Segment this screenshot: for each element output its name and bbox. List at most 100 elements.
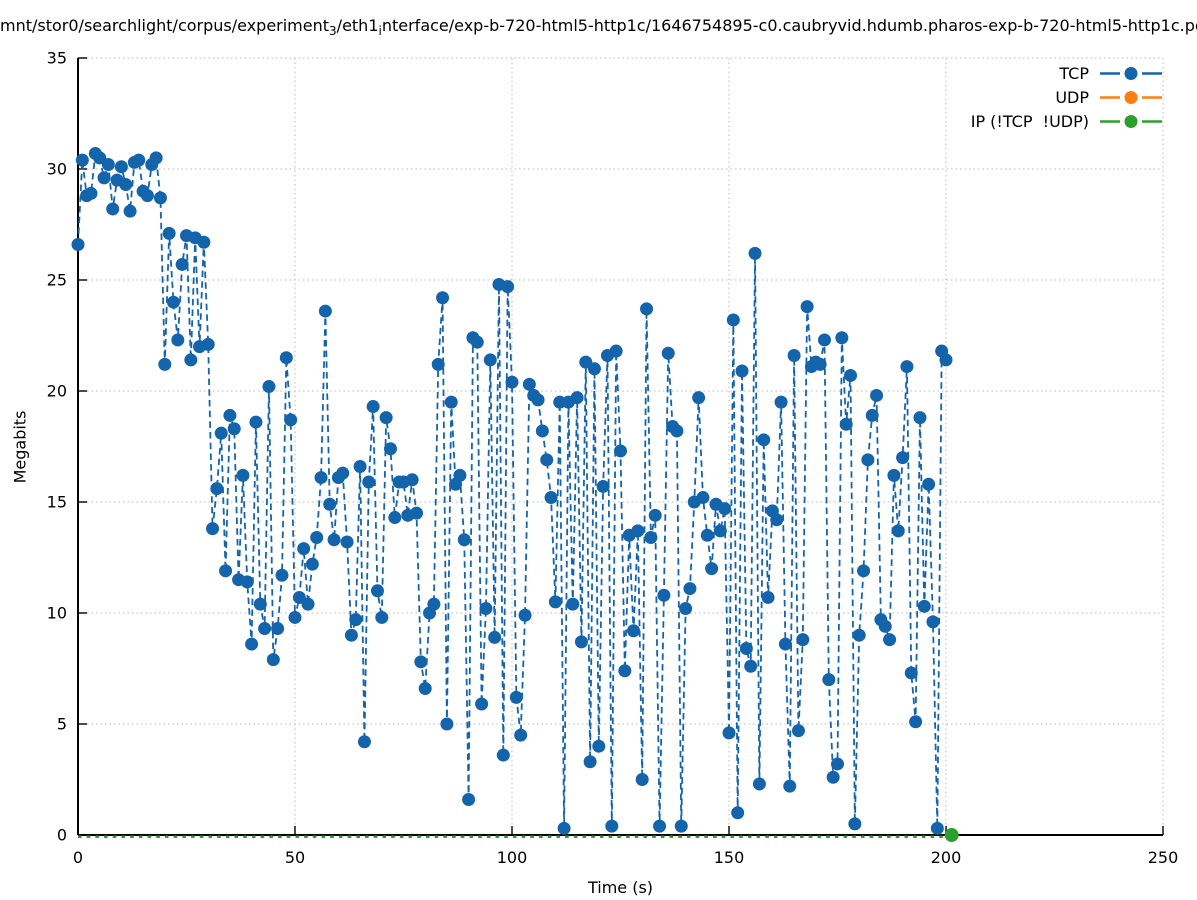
tcp-marker (522, 377, 536, 391)
tcp-marker (340, 535, 354, 549)
tcp-marker (679, 602, 693, 616)
tcp-marker (488, 630, 502, 644)
tcp-marker (314, 471, 328, 485)
tcp-marker (518, 608, 532, 622)
tcp-marker (288, 610, 302, 624)
tcp-marker (844, 368, 858, 382)
tcp-marker (84, 186, 98, 200)
tcp-marker (201, 337, 215, 351)
tcp-marker (197, 235, 211, 249)
tcp-marker (245, 637, 259, 651)
tcp-marker (236, 468, 250, 482)
tcp-marker (158, 357, 172, 371)
tcp-marker (284, 413, 298, 427)
tcp-marker (71, 237, 85, 251)
tcp-marker (605, 819, 619, 833)
tcp-marker (557, 821, 571, 835)
tcp-marker (444, 395, 458, 409)
tcp-marker (913, 411, 927, 425)
tcp-marker (210, 482, 224, 496)
tcp-marker (370, 584, 384, 598)
tcp-marker (718, 502, 732, 516)
tcp-marker (757, 433, 771, 447)
tcp-marker (891, 524, 905, 538)
tcp-marker (310, 531, 324, 545)
tcp-marker (475, 697, 489, 711)
tcp-marker (414, 655, 428, 669)
tcp-marker (648, 508, 662, 522)
tcp-marker (388, 511, 402, 525)
tcp-marker (479, 602, 493, 616)
tcp-marker (483, 353, 497, 367)
x-tick-label: 150 (714, 848, 745, 867)
tcp-marker (726, 313, 740, 327)
tcp-marker (752, 777, 766, 791)
tcp-marker (644, 531, 658, 545)
tcp-marker (909, 715, 923, 729)
tcp-marker (227, 422, 241, 436)
legend-row: IP (!TCP !UDP) (971, 109, 1163, 133)
tcp-marker (540, 453, 554, 467)
tcp-marker (857, 564, 871, 578)
tcp-marker (106, 202, 120, 216)
tcp-marker (592, 739, 606, 753)
tcp-marker (692, 391, 706, 405)
y-tick-label: 25 (47, 271, 67, 290)
tcp-marker (353, 459, 367, 473)
tcp-marker (826, 770, 840, 784)
tcp-marker (926, 615, 940, 629)
tcp-marker (813, 357, 827, 371)
y-tick-label: 35 (47, 49, 67, 68)
tcp-marker (661, 346, 675, 360)
tcp-marker (861, 453, 875, 467)
tcp-marker (249, 415, 263, 429)
tcp-marker (323, 497, 337, 511)
tcp-marker (349, 613, 363, 627)
tcp-marker (223, 408, 237, 422)
tcp-marker (305, 557, 319, 571)
tcp-marker (713, 524, 727, 538)
tcp-marker (184, 353, 198, 367)
legend: TCP UDP IP (!TCP !UDP) (971, 61, 1163, 133)
legend-row: TCP (971, 61, 1163, 85)
tcp-marker (379, 411, 393, 425)
tcp-marker (501, 280, 515, 294)
tcp-marker (670, 424, 684, 438)
tcp-marker (271, 622, 285, 636)
x-tick-label: 200 (931, 848, 962, 867)
y-tick-label: 30 (47, 160, 67, 179)
legend-label: IP (!TCP !UDP) (970, 111, 1089, 131)
tcp-marker (175, 257, 189, 271)
tcp-marker (509, 690, 523, 704)
tcp-marker (774, 395, 788, 409)
tcp-marker (171, 333, 185, 347)
y-tick-label: 10 (47, 604, 67, 623)
tcp-marker (618, 664, 632, 678)
tcp-marker (705, 562, 719, 576)
y-tick-label: 20 (47, 382, 67, 401)
tcp-marker (796, 633, 810, 647)
x-tick-label: 100 (497, 848, 528, 867)
tcp-marker (514, 728, 528, 742)
tcp-marker (896, 451, 910, 465)
tcp-marker (97, 171, 111, 185)
tcp-markers (71, 146, 953, 835)
legend-label: TCP (1059, 63, 1089, 83)
tcp-marker (266, 653, 280, 667)
tcp-marker (240, 575, 254, 589)
tcp-marker (852, 628, 866, 642)
legend-marker (1124, 66, 1138, 80)
title-text: nterface/exp-b-720-html5-http1c/16467548… (381, 16, 1197, 35)
tcp-marker (587, 362, 601, 376)
tcp-marker (318, 304, 332, 318)
tcp-marker (344, 628, 358, 642)
tcp-marker (427, 597, 441, 611)
tcp-marker (383, 442, 397, 456)
legend-sample-icon (1100, 66, 1162, 80)
tcp-marker (410, 506, 424, 520)
tick-labels: 0 50 100 150 200 250 0 5 10 15 20 25 30 35 (47, 49, 1179, 868)
tcp-marker (683, 582, 697, 596)
legend-sample-icon (1100, 90, 1162, 104)
